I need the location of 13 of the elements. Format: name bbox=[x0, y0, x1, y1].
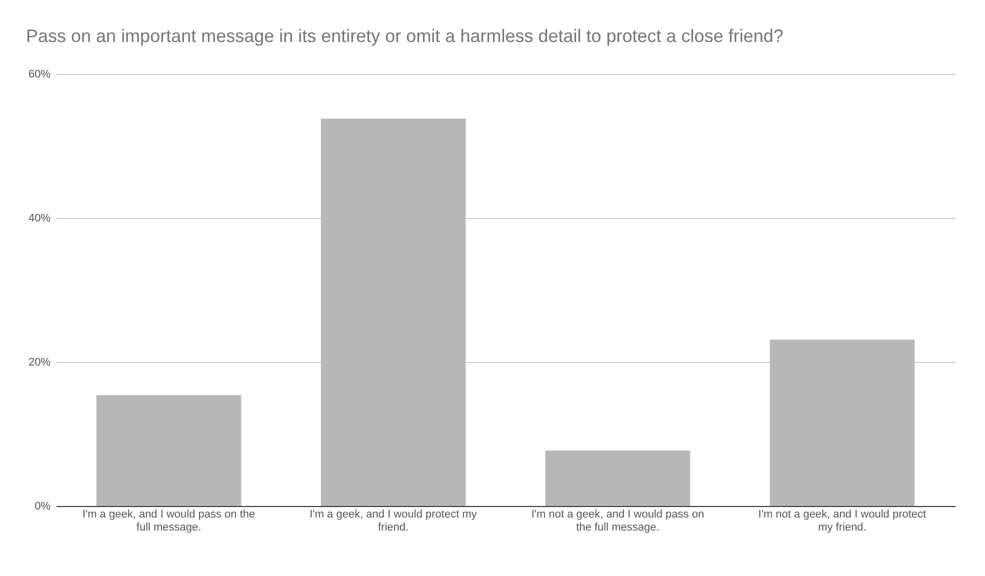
bar bbox=[320, 118, 466, 506]
y-tick-label: 0% bbox=[34, 500, 51, 512]
x-tick-label: I'm a geek, and I would pass on the full message. bbox=[82, 508, 256, 534]
x-tick-label: I'm not a geek, and I would protect my friend. bbox=[758, 508, 926, 534]
chart-title: Pass on an important message in its entirety or omit a harmless detail to protect a close friend? bbox=[26, 26, 784, 46]
y-tick-label: 20% bbox=[28, 356, 51, 368]
y-tick-label: 40% bbox=[28, 212, 51, 224]
y-tick-label: 60% bbox=[28, 68, 51, 80]
bar bbox=[545, 450, 690, 506]
bar bbox=[96, 395, 242, 506]
x-tick-label: I'm a geek, and I would protect my friend. bbox=[310, 508, 478, 534]
bar bbox=[770, 340, 915, 506]
x-tick-label: I'm not a geek, and I would pass on the full message. bbox=[531, 508, 704, 534]
